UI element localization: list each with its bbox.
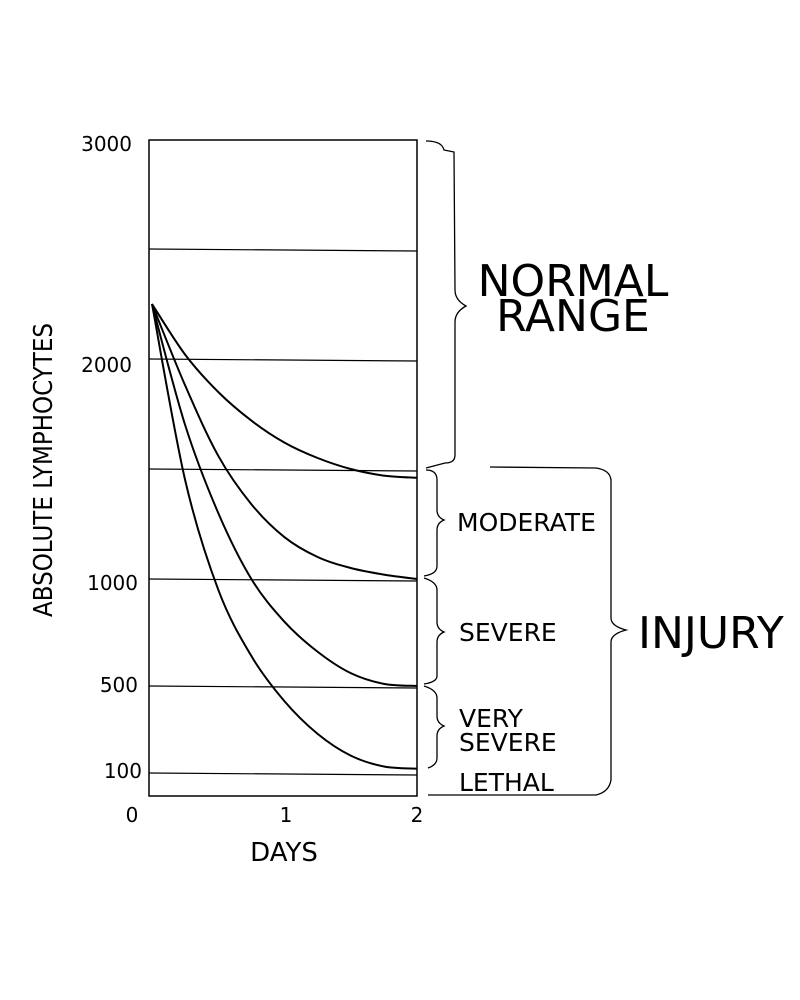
very-severe-brace — [423, 685, 446, 769]
moderate-label: MODERATE — [457, 508, 596, 537]
y-tick-100: 100 — [104, 759, 142, 783]
recovery-curves — [151, 303, 418, 770]
very-severe-label-line2: SEVERE — [459, 728, 557, 757]
curve-4 — [151, 303, 418, 770]
x-tick-2: 2 — [411, 803, 424, 827]
x-tick-0: 0 — [126, 803, 139, 827]
y-tick-500: 500 — [100, 673, 138, 697]
grid-lines — [148, 248, 418, 776]
plot-frame — [148, 139, 418, 797]
severe-brace — [423, 577, 446, 685]
y-tick-1000: 1000 — [87, 571, 138, 595]
y-tick-2000: 2000 — [81, 353, 132, 377]
injury-label: INJURY — [638, 608, 784, 659]
normal-range-label-line1: NORMAL — [478, 256, 669, 307]
grid-line-1000 — [148, 578, 418, 582]
lethal-label: LETHAL — [459, 768, 554, 797]
grid-line-1500 — [148, 468, 418, 472]
moderate-brace — [423, 469, 446, 577]
severe-label: SEVERE — [459, 618, 557, 647]
curve-1 — [151, 303, 418, 479]
normal-range-brace — [425, 140, 468, 469]
x-axis-label: DAYS — [250, 838, 318, 868]
normal-range-label-line2: RANGE — [496, 291, 650, 342]
x-tick-1: 1 — [280, 803, 293, 827]
curve-2 — [151, 303, 418, 580]
y-tick-3000: 3000 — [81, 132, 132, 156]
grid-line-2500 — [148, 248, 418, 252]
grid-line-100 — [148, 772, 418, 776]
injury-brace — [428, 466, 629, 796]
grid-line-500 — [148, 685, 418, 689]
curve-3 — [151, 303, 418, 687]
y-axis-label: ABSOLUTE LYMPHOCYTES — [29, 323, 59, 617]
grid-line-2000 — [148, 358, 418, 362]
very-severe-label-line1: VERY — [459, 704, 524, 733]
